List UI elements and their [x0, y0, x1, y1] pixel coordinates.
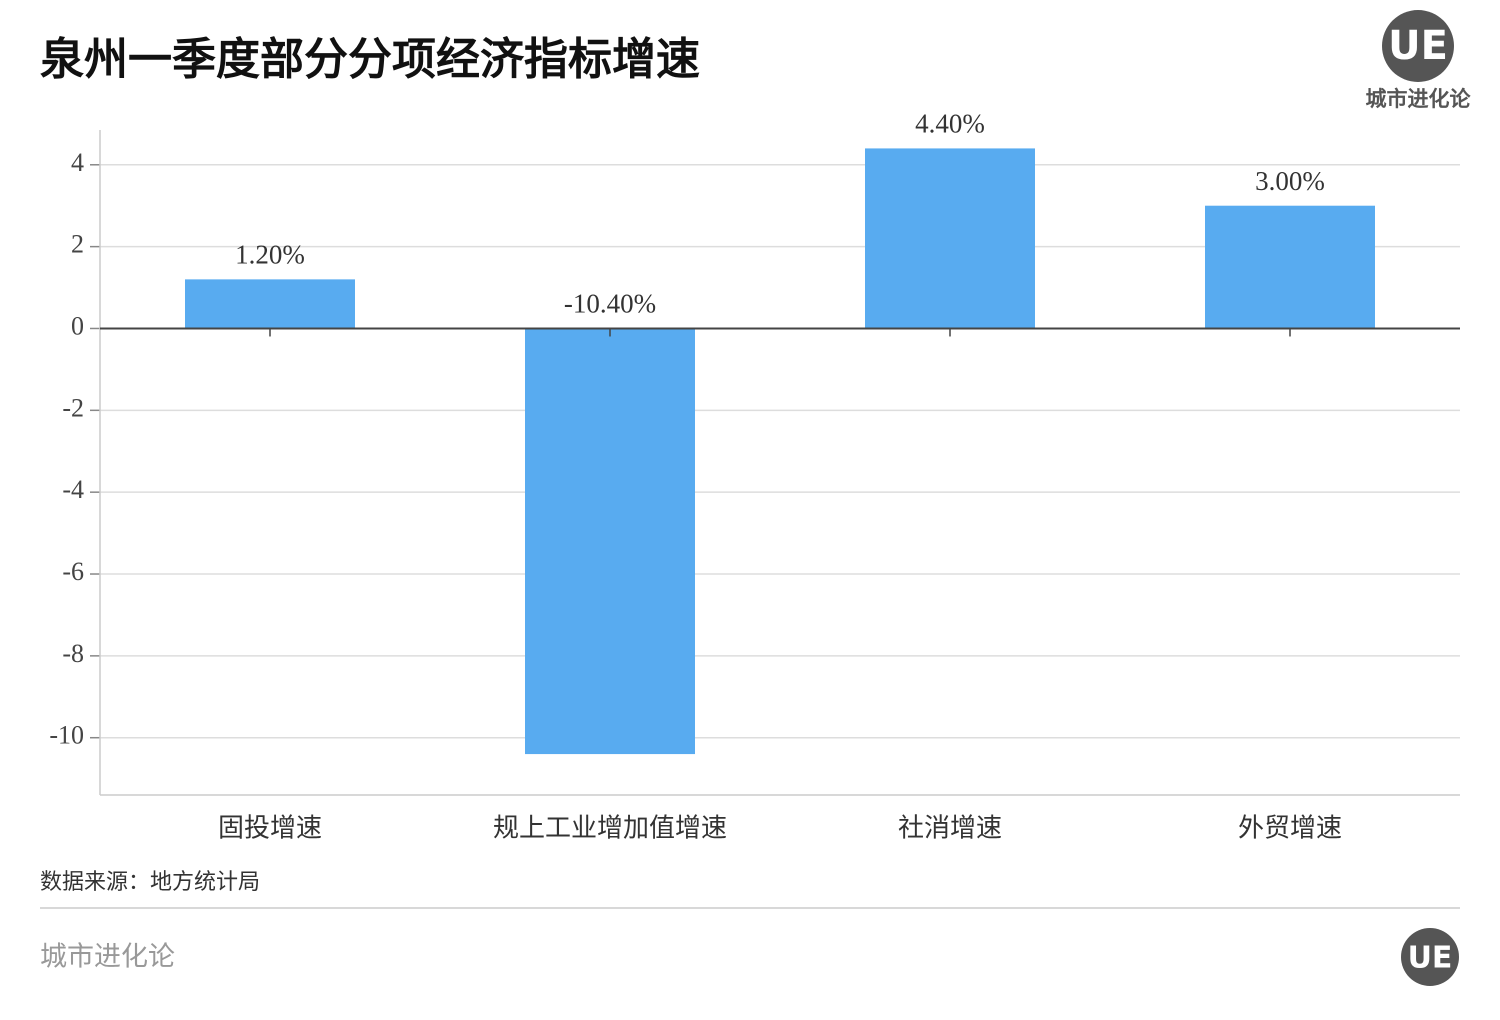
- y-tick-label: -2: [62, 393, 84, 422]
- source-note: 数据来源：地方统计局: [40, 870, 260, 895]
- chart-title: 泉州一季度部分分项经济指标增速: [40, 34, 700, 85]
- footer-name: 城市进化论: [40, 942, 175, 973]
- value-label: -10.40%: [564, 289, 656, 319]
- y-tick-label: -8: [62, 639, 84, 668]
- x-tick-label: 社消增速: [898, 814, 1002, 844]
- y-tick-label: -6: [62, 557, 84, 586]
- y-tick-label: 2: [71, 230, 84, 259]
- value-label: 3.00%: [1255, 166, 1325, 196]
- bar: [865, 148, 1035, 329]
- y-tick-label: 0: [71, 311, 84, 340]
- bar: [525, 328, 695, 755]
- y-tick-label: -10: [49, 721, 84, 750]
- value-label: 4.40%: [915, 109, 985, 139]
- logo-circle: [1382, 10, 1454, 82]
- logo-name: 城市进化论: [1366, 87, 1472, 111]
- logo-mark: UE: [1388, 23, 1448, 69]
- footer-logo-circle: [1401, 928, 1459, 986]
- value-label: 1.20%: [235, 240, 305, 270]
- x-tick-label: 外贸增速: [1238, 814, 1342, 844]
- bar: [1205, 205, 1375, 329]
- bar: [185, 279, 355, 329]
- y-tick-label: -4: [62, 475, 84, 504]
- footer-logo-mark: UE: [1408, 941, 1453, 976]
- x-tick-label: 规上工业增加值增速: [493, 814, 727, 844]
- x-tick-label: 固投增速: [218, 814, 322, 844]
- y-tick-label: 4: [71, 148, 84, 177]
